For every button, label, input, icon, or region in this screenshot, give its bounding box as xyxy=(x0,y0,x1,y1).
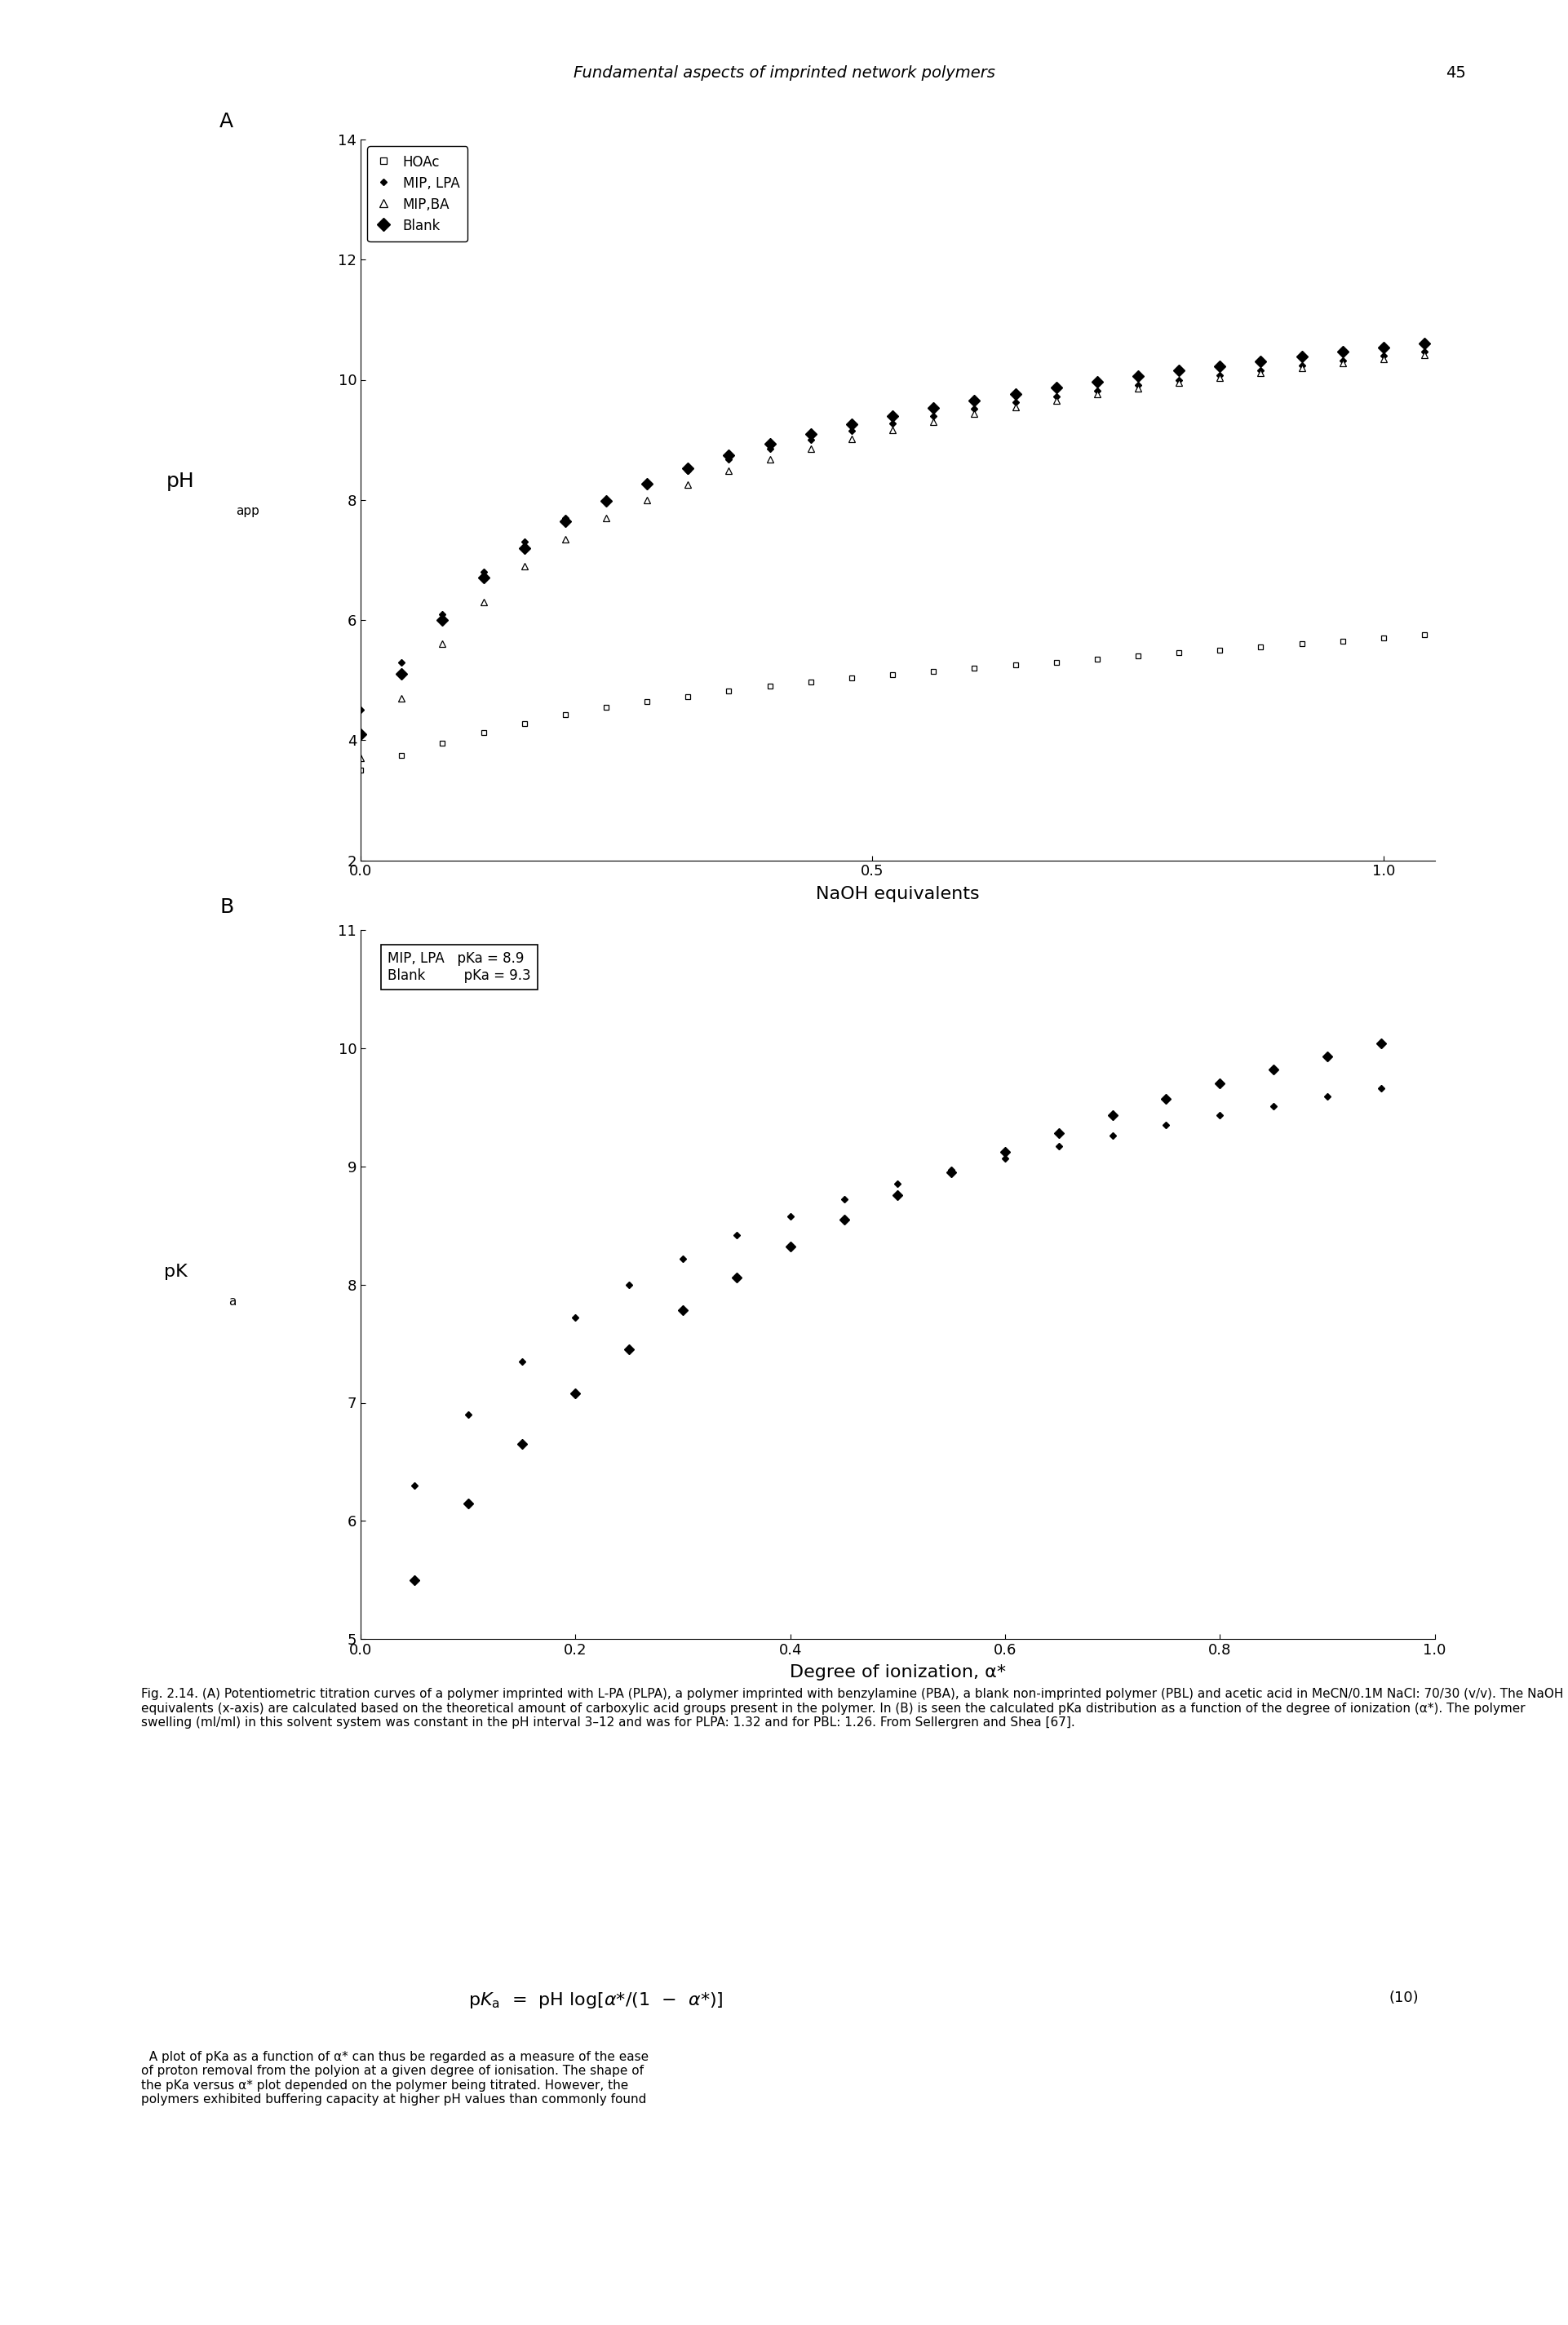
Text: p$K_{\rm a}$  =  pH log[$\alpha$*/(1  $-$  $\alpha$*)]: p$K_{\rm a}$ = pH log[$\alpha$*/(1 $-$ $… xyxy=(469,1990,723,2009)
Text: (10): (10) xyxy=(1389,1990,1419,2004)
X-axis label: Degree of ionization, α*: Degree of ionization, α* xyxy=(790,1665,1005,1681)
Text: Fundamental aspects of imprinted network polymers: Fundamental aspects of imprinted network… xyxy=(574,65,994,81)
Text: Fig. 2.14. (A) Potentiometric titration curves of a polymer imprinted with L-PA : Fig. 2.14. (A) Potentiometric titration … xyxy=(141,1688,1563,1727)
Text: MIP, LPA   pKa = 8.9
Blank         pKa = 9.3: MIP, LPA pKa = 8.9 Blank pKa = 9.3 xyxy=(387,951,532,983)
Text: A plot of pKa as a function of α* can thus be regarded as a measure of the ease
: A plot of pKa as a function of α* can th… xyxy=(141,2051,649,2106)
Text: a: a xyxy=(229,1295,235,1309)
X-axis label: NaOH equivalents: NaOH equivalents xyxy=(815,886,980,902)
Text: A: A xyxy=(220,112,234,130)
Text: 45: 45 xyxy=(1446,65,1466,81)
Text: pH: pH xyxy=(166,472,194,491)
Text: B: B xyxy=(220,897,234,916)
Text: app: app xyxy=(235,505,260,518)
Text: pK: pK xyxy=(165,1262,187,1281)
Legend: HOAc, MIP, LPA, MIP,BA, Blank: HOAc, MIP, LPA, MIP,BA, Blank xyxy=(367,146,467,242)
